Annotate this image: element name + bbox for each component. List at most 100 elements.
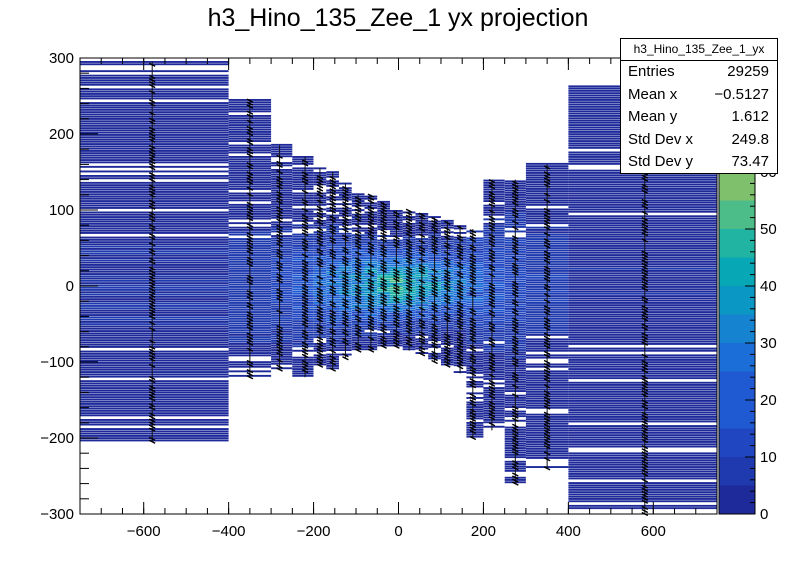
heatmap-cell	[292, 235, 314, 238]
error-bar-marker	[246, 213, 254, 219]
error-bar-marker	[246, 347, 254, 352]
error-bar-marker	[148, 354, 156, 359]
heatmap-cell	[466, 251, 484, 253]
error-bar-marker	[393, 235, 400, 240]
heatmap-cell	[80, 407, 229, 410]
heatmap-cell	[80, 437, 229, 440]
heatmap-cell	[271, 228, 293, 231]
error-bar-marker	[511, 250, 519, 255]
error-bar-marker	[276, 212, 283, 217]
error-bar-marker	[316, 348, 324, 353]
error-bar-marker	[148, 275, 156, 280]
error-bar-marker	[148, 384, 156, 390]
error-bars	[148, 61, 649, 517]
error-bar-marker	[431, 335, 438, 340]
heatmap-cell	[466, 287, 484, 290]
error-bar-marker	[511, 244, 519, 249]
error-bar-marker	[148, 232, 156, 238]
heatmap-cell	[80, 74, 229, 77]
heatmap-cell	[466, 408, 484, 411]
heatmap-cell	[483, 282, 505, 285]
error-bar-marker	[246, 171, 254, 176]
heatmap-cell	[568, 404, 717, 407]
error-bar-marker	[276, 233, 283, 238]
error-bar-marker	[301, 302, 309, 307]
error-bar-marker	[148, 421, 156, 426]
heatmap-cell	[466, 278, 484, 281]
error-bar-marker	[543, 232, 551, 237]
error-bar-marker	[488, 352, 496, 357]
error-bar-marker	[511, 207, 519, 213]
error-bar-marker	[148, 190, 156, 195]
heatmap-cell	[80, 364, 229, 367]
error-bar-marker	[354, 229, 362, 235]
error-bar-marker	[543, 338, 551, 343]
heatmap-cell	[271, 326, 293, 329]
heatmap-cell	[466, 294, 484, 297]
error-bar-marker	[641, 308, 649, 313]
error-bar-marker	[488, 297, 496, 302]
error-bar-marker	[641, 381, 649, 386]
error-bar-marker	[431, 241, 438, 246]
error-bar-marker	[456, 304, 464, 309]
error-bar-marker	[511, 338, 519, 343]
color-scale-band	[719, 172, 755, 201]
heatmap-cell	[292, 267, 314, 270]
error-bar-marker	[342, 201, 349, 206]
error-bar-marker	[342, 328, 349, 333]
heatmap-cell	[271, 155, 293, 158]
heatmap-cell	[271, 314, 293, 317]
error-bar-marker	[488, 403, 496, 409]
error-bar-marker	[543, 451, 551, 456]
error-bar-marker	[354, 232, 362, 238]
heatmap-cell	[568, 222, 717, 225]
error-bar-marker	[246, 119, 254, 124]
heatmap-cell	[483, 277, 505, 280]
error-bar-marker	[469, 399, 477, 404]
error-bar-marker	[511, 432, 519, 438]
error-bar-marker	[393, 296, 400, 301]
error-bar-marker	[641, 448, 649, 453]
heatmap-cell	[80, 339, 229, 342]
error-bar-marker	[469, 229, 477, 234]
error-bar-marker	[443, 357, 451, 362]
error-bar-marker	[316, 187, 324, 192]
heatmap-cell	[271, 260, 293, 263]
error-bar-marker	[418, 337, 426, 342]
heatmap-cell	[568, 242, 717, 245]
stats-label: Mean x	[628, 85, 678, 103]
heatmap-cell	[80, 419, 229, 421]
error-bar-marker	[148, 284, 156, 289]
error-bar-marker	[354, 202, 362, 207]
error-bar-marker	[342, 210, 349, 215]
error-bar-marker	[276, 254, 283, 260]
error-bar-marker	[511, 429, 519, 435]
error-bar-marker	[342, 225, 349, 230]
error-bar-marker	[456, 289, 464, 294]
heatmap-cell	[568, 495, 717, 498]
error-bar-marker	[148, 257, 156, 262]
heatmap-cell	[568, 395, 717, 398]
heatmap-cell	[568, 288, 717, 291]
error-bar-marker	[329, 330, 337, 336]
heatmap-cell	[80, 318, 229, 321]
error-bar-marker	[148, 172, 156, 177]
heatmap-cell	[441, 219, 454, 222]
heatmap-cell	[466, 314, 484, 317]
error-bar-marker	[148, 235, 156, 241]
error-bar-marker	[246, 177, 254, 182]
error-bar-marker	[456, 261, 464, 267]
error-bar-marker	[469, 323, 477, 328]
error-bar-marker	[469, 317, 477, 322]
error-bar-marker	[543, 332, 551, 337]
error-bar-marker	[301, 286, 309, 292]
error-bar-marker	[342, 280, 349, 285]
error-bar-marker	[418, 279, 426, 284]
error-bar-marker	[431, 250, 438, 255]
color-scale-band	[719, 343, 755, 372]
error-bar-marker	[456, 252, 464, 257]
error-bar-marker	[641, 262, 649, 267]
error-bar-marker	[543, 396, 551, 401]
error-bar-marker	[641, 353, 649, 359]
error-bar-marker	[456, 343, 464, 349]
